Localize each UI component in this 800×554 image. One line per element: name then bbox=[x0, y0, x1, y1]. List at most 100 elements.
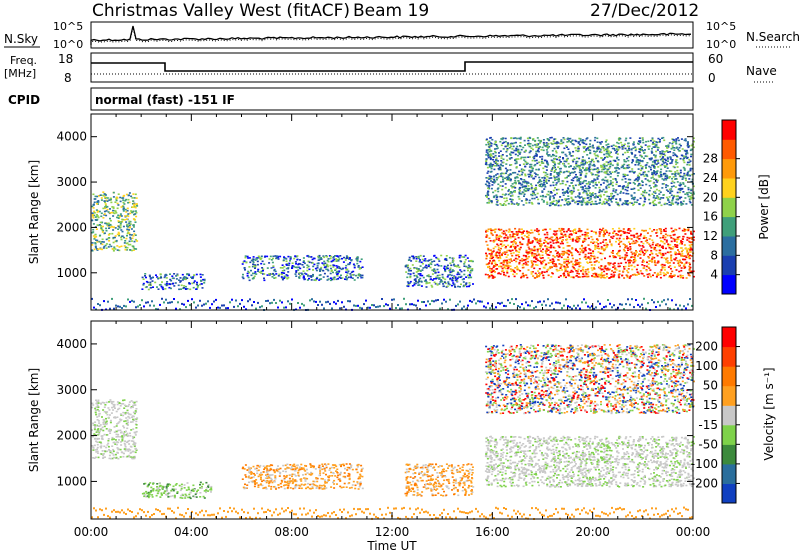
scatter-cell bbox=[440, 254, 443, 257]
scatter-cell bbox=[686, 193, 689, 196]
scatter-cell bbox=[673, 139, 676, 141]
scatter-cell bbox=[184, 288, 187, 290]
scatter-cell bbox=[283, 257, 286, 260]
scatter-cell bbox=[678, 264, 680, 266]
scatter-cell bbox=[583, 179, 586, 182]
scatter-cell bbox=[670, 188, 673, 190]
scatter-cell bbox=[112, 226, 115, 229]
scatter-cell bbox=[505, 163, 508, 165]
scatter-cell bbox=[646, 273, 649, 276]
scatter-cell bbox=[565, 260, 568, 263]
scatter-cell bbox=[487, 141, 489, 144]
scatter-cell bbox=[507, 142, 510, 144]
scatter-cell bbox=[311, 258, 314, 261]
scatter-cell bbox=[562, 247, 565, 249]
scatter-cell bbox=[566, 176, 568, 179]
scatter-cell bbox=[488, 150, 491, 153]
scatter-cell bbox=[489, 260, 491, 262]
scatter-cell bbox=[612, 263, 615, 265]
scatter-cell bbox=[572, 150, 575, 153]
scatter-cell bbox=[494, 228, 497, 231]
scatter-cell bbox=[459, 286, 461, 288]
scatter-cell bbox=[589, 143, 591, 145]
scatter-cell bbox=[514, 233, 517, 235]
scatter-cell bbox=[117, 228, 120, 230]
scatter-cell bbox=[687, 146, 690, 149]
scatter-cell bbox=[557, 145, 560, 148]
scatter-cell bbox=[653, 256, 656, 259]
scatter-cell bbox=[536, 238, 539, 240]
scatter-cell bbox=[536, 276, 538, 278]
scatter-cell bbox=[118, 234, 121, 237]
scatter-cell bbox=[598, 198, 601, 201]
scatter-cell bbox=[514, 267, 517, 269]
scatter-cell bbox=[507, 202, 510, 205]
scatter-cell bbox=[507, 244, 510, 247]
scatter-cell bbox=[683, 161, 686, 164]
freq-label-line2: [MHz] bbox=[4, 67, 36, 80]
scatter-cell bbox=[509, 234, 512, 236]
scatter-cell bbox=[620, 262, 623, 264]
scatter-cell bbox=[634, 154, 637, 156]
scatter-cell bbox=[296, 266, 299, 269]
scatter-cell bbox=[249, 261, 252, 264]
scatter-cell bbox=[633, 236, 636, 238]
scatter-cell bbox=[565, 230, 568, 233]
scatter-cell bbox=[546, 147, 549, 149]
scatter-cell bbox=[666, 175, 669, 178]
scatter-cell bbox=[534, 261, 537, 263]
scatter-cell bbox=[651, 239, 654, 241]
scatter-cell bbox=[622, 202, 625, 204]
scatter-cell bbox=[323, 266, 326, 269]
scatter-cell bbox=[656, 244, 659, 247]
scatter-cell bbox=[592, 275, 595, 278]
scatter-cell bbox=[270, 267, 273, 269]
scatter-cell bbox=[258, 271, 261, 273]
scatter-cell bbox=[641, 245, 644, 247]
scatter-cell bbox=[123, 242, 126, 244]
scatter-cell bbox=[649, 166, 652, 169]
scatter-cell bbox=[499, 168, 502, 170]
scatter-cell bbox=[503, 265, 506, 268]
scatter-cell bbox=[509, 195, 512, 197]
scatter-cell bbox=[129, 300, 131, 303]
scatter-cell bbox=[677, 238, 680, 241]
scatter-cell bbox=[163, 276, 166, 279]
scatter-cell bbox=[128, 192, 131, 194]
scatter-cell bbox=[566, 252, 569, 255]
scatter-cell bbox=[450, 274, 453, 277]
scatter-cell bbox=[586, 182, 589, 185]
scatter-cell bbox=[672, 262, 675, 264]
scatter-cell bbox=[307, 256, 310, 258]
scatter-cell bbox=[563, 250, 566, 253]
scatter-cell bbox=[687, 272, 690, 275]
scatter-cell bbox=[622, 165, 624, 167]
scatter-cell bbox=[669, 162, 672, 165]
scatter-cell bbox=[608, 268, 611, 271]
scatter-cell bbox=[648, 184, 651, 187]
scatter-cell bbox=[420, 281, 423, 283]
scatter-cell bbox=[657, 261, 660, 264]
scatter-cell bbox=[203, 278, 206, 281]
scatter-cell bbox=[689, 251, 691, 253]
scatter-cell bbox=[133, 197, 136, 199]
scatter-cell bbox=[543, 181, 546, 184]
scatter-cell bbox=[591, 164, 594, 167]
scatter-cell bbox=[325, 265, 328, 268]
scatter-cell bbox=[452, 270, 455, 272]
scatter-cell bbox=[641, 250, 644, 252]
scatter-cell bbox=[133, 300, 135, 303]
scatter-cell bbox=[593, 241, 596, 243]
scatter-cell bbox=[555, 241, 558, 244]
scatter-cell bbox=[685, 153, 687, 155]
scatter-cell bbox=[602, 178, 605, 181]
scatter-cell bbox=[586, 197, 589, 199]
scatter-cell bbox=[539, 195, 542, 198]
scatter-cell bbox=[516, 267, 519, 270]
scatter-cell bbox=[523, 189, 526, 191]
scatter-cell bbox=[670, 259, 673, 262]
scatter-cell bbox=[440, 280, 443, 283]
scatter-cell bbox=[537, 253, 540, 256]
scatter-cell bbox=[659, 228, 662, 230]
scatter-cell bbox=[151, 300, 153, 303]
